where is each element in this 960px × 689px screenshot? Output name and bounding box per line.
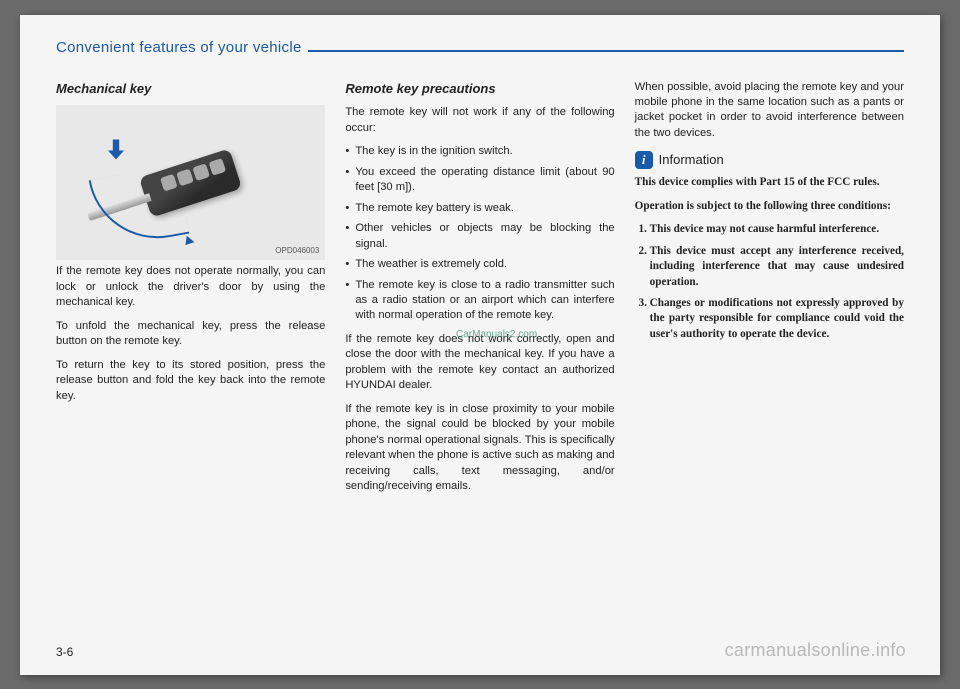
- key-button-icon: [193, 163, 211, 181]
- page-header: Convenient features of your vehicle: [56, 39, 904, 56]
- info-label: Information: [659, 151, 724, 169]
- list-item: This device may not cause harmful interf…: [650, 222, 904, 237]
- column-3: When possible, avoid placing the remote …: [635, 80, 904, 503]
- precautions-list: The key is in the ignition switch. You e…: [345, 144, 614, 324]
- info-icon: i: [635, 151, 653, 169]
- swing-arrowhead-icon: [182, 236, 195, 249]
- header-rule: [308, 50, 904, 52]
- list-item: The remote key is close to a radio trans…: [345, 278, 614, 324]
- list-item: You exceed the operating distance limit …: [345, 165, 614, 196]
- list-item: The key is in the ignition switch.: [345, 144, 614, 159]
- list-item: The weather is extremely cold.: [345, 257, 614, 272]
- col3-para-top: When possible, avoid placing the remote …: [635, 80, 904, 142]
- info-para-2: Operation is subject to the following th…: [635, 199, 904, 214]
- mechanical-key-figure: OPD046003: [56, 105, 325, 260]
- info-para-1: This device complies with Part 15 of the…: [635, 175, 904, 190]
- list-item: This device must accept any interference…: [650, 244, 904, 290]
- col1-heading: Mechanical key: [56, 80, 325, 98]
- page-wrapper: Convenient features of your vehicle Mech…: [0, 0, 960, 689]
- watermark-site: carmanualsonline.info: [725, 640, 906, 661]
- list-item: Changes or modifications not expressly a…: [650, 296, 904, 342]
- col2-para-1: If the remote key does not work correctl…: [345, 332, 614, 394]
- column-2: Remote key precautions The remote key wi…: [345, 80, 614, 503]
- col2-para-2: If the remote key is in close proximity …: [345, 402, 614, 495]
- key-button-icon: [209, 158, 227, 176]
- list-item: The remote key battery is weak.: [345, 201, 614, 216]
- section-title: Convenient features of your vehicle: [56, 39, 302, 56]
- col2-heading: Remote key precautions: [345, 80, 614, 98]
- col2-intro: The remote key will not work if any of t…: [345, 105, 614, 136]
- content-columns: Mechanical key OPD046003: [56, 80, 904, 503]
- col1-para-3: To return the key to its stored position…: [56, 358, 325, 404]
- col1-para-2: To unfold the mechanical key, press the …: [56, 319, 325, 350]
- col1-para-1: If the remote key does not operate norma…: [56, 264, 325, 310]
- information-header: i Information: [635, 151, 904, 169]
- release-arrow-icon: [108, 139, 124, 159]
- manual-page: Convenient features of your vehicle Mech…: [20, 15, 940, 675]
- fcc-conditions-list: This device may not cause harmful interf…: [635, 222, 904, 342]
- page-number: 3-6: [56, 645, 73, 659]
- image-code: OPD046003: [275, 245, 319, 256]
- column-1: Mechanical key OPD046003: [56, 80, 325, 503]
- swing-arc-icon: [89, 165, 190, 250]
- information-body: This device complies with Part 15 of the…: [635, 175, 904, 342]
- list-item: Other vehicles or objects may be blockin…: [345, 221, 614, 252]
